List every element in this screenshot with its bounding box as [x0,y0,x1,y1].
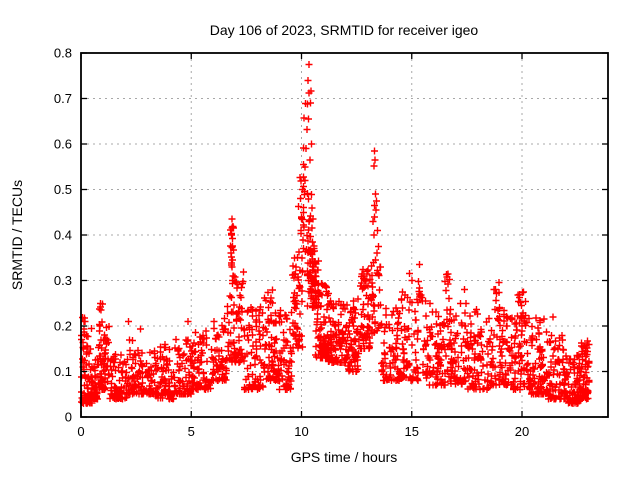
tick-marks [80,52,608,418]
chart-title: Day 106 of 2023, SRMTID for receiver ige… [210,22,479,38]
svg-text:0.6: 0.6 [54,137,72,152]
y-tick-labels: 0 0.1 0.2 0.3 0.4 0.5 0.6 0.7 0.8 [54,46,72,425]
scatter-points [78,61,593,407]
svg-text:10: 10 [294,424,308,439]
svg-text:0.4: 0.4 [54,228,72,243]
svg-text:20: 20 [515,424,529,439]
x-tick-labels: 0 5 10 15 20 [77,424,529,439]
svg-text:0.5: 0.5 [54,182,72,197]
svg-text:0.2: 0.2 [54,319,72,334]
plot-border [80,52,609,418]
svg-text:0.7: 0.7 [54,91,72,106]
x-axis-label: GPS time / hours [291,449,398,465]
y-axis-label: SRMTID / TECUs [9,180,25,290]
svg-text:0: 0 [65,410,72,425]
svg-text:15: 15 [405,424,419,439]
svg-text:0.3: 0.3 [54,273,72,288]
svg-text:0: 0 [77,424,84,439]
svg-text:5: 5 [188,424,195,439]
svg-text:0.1: 0.1 [54,364,72,379]
svg-text:0.8: 0.8 [54,46,72,61]
